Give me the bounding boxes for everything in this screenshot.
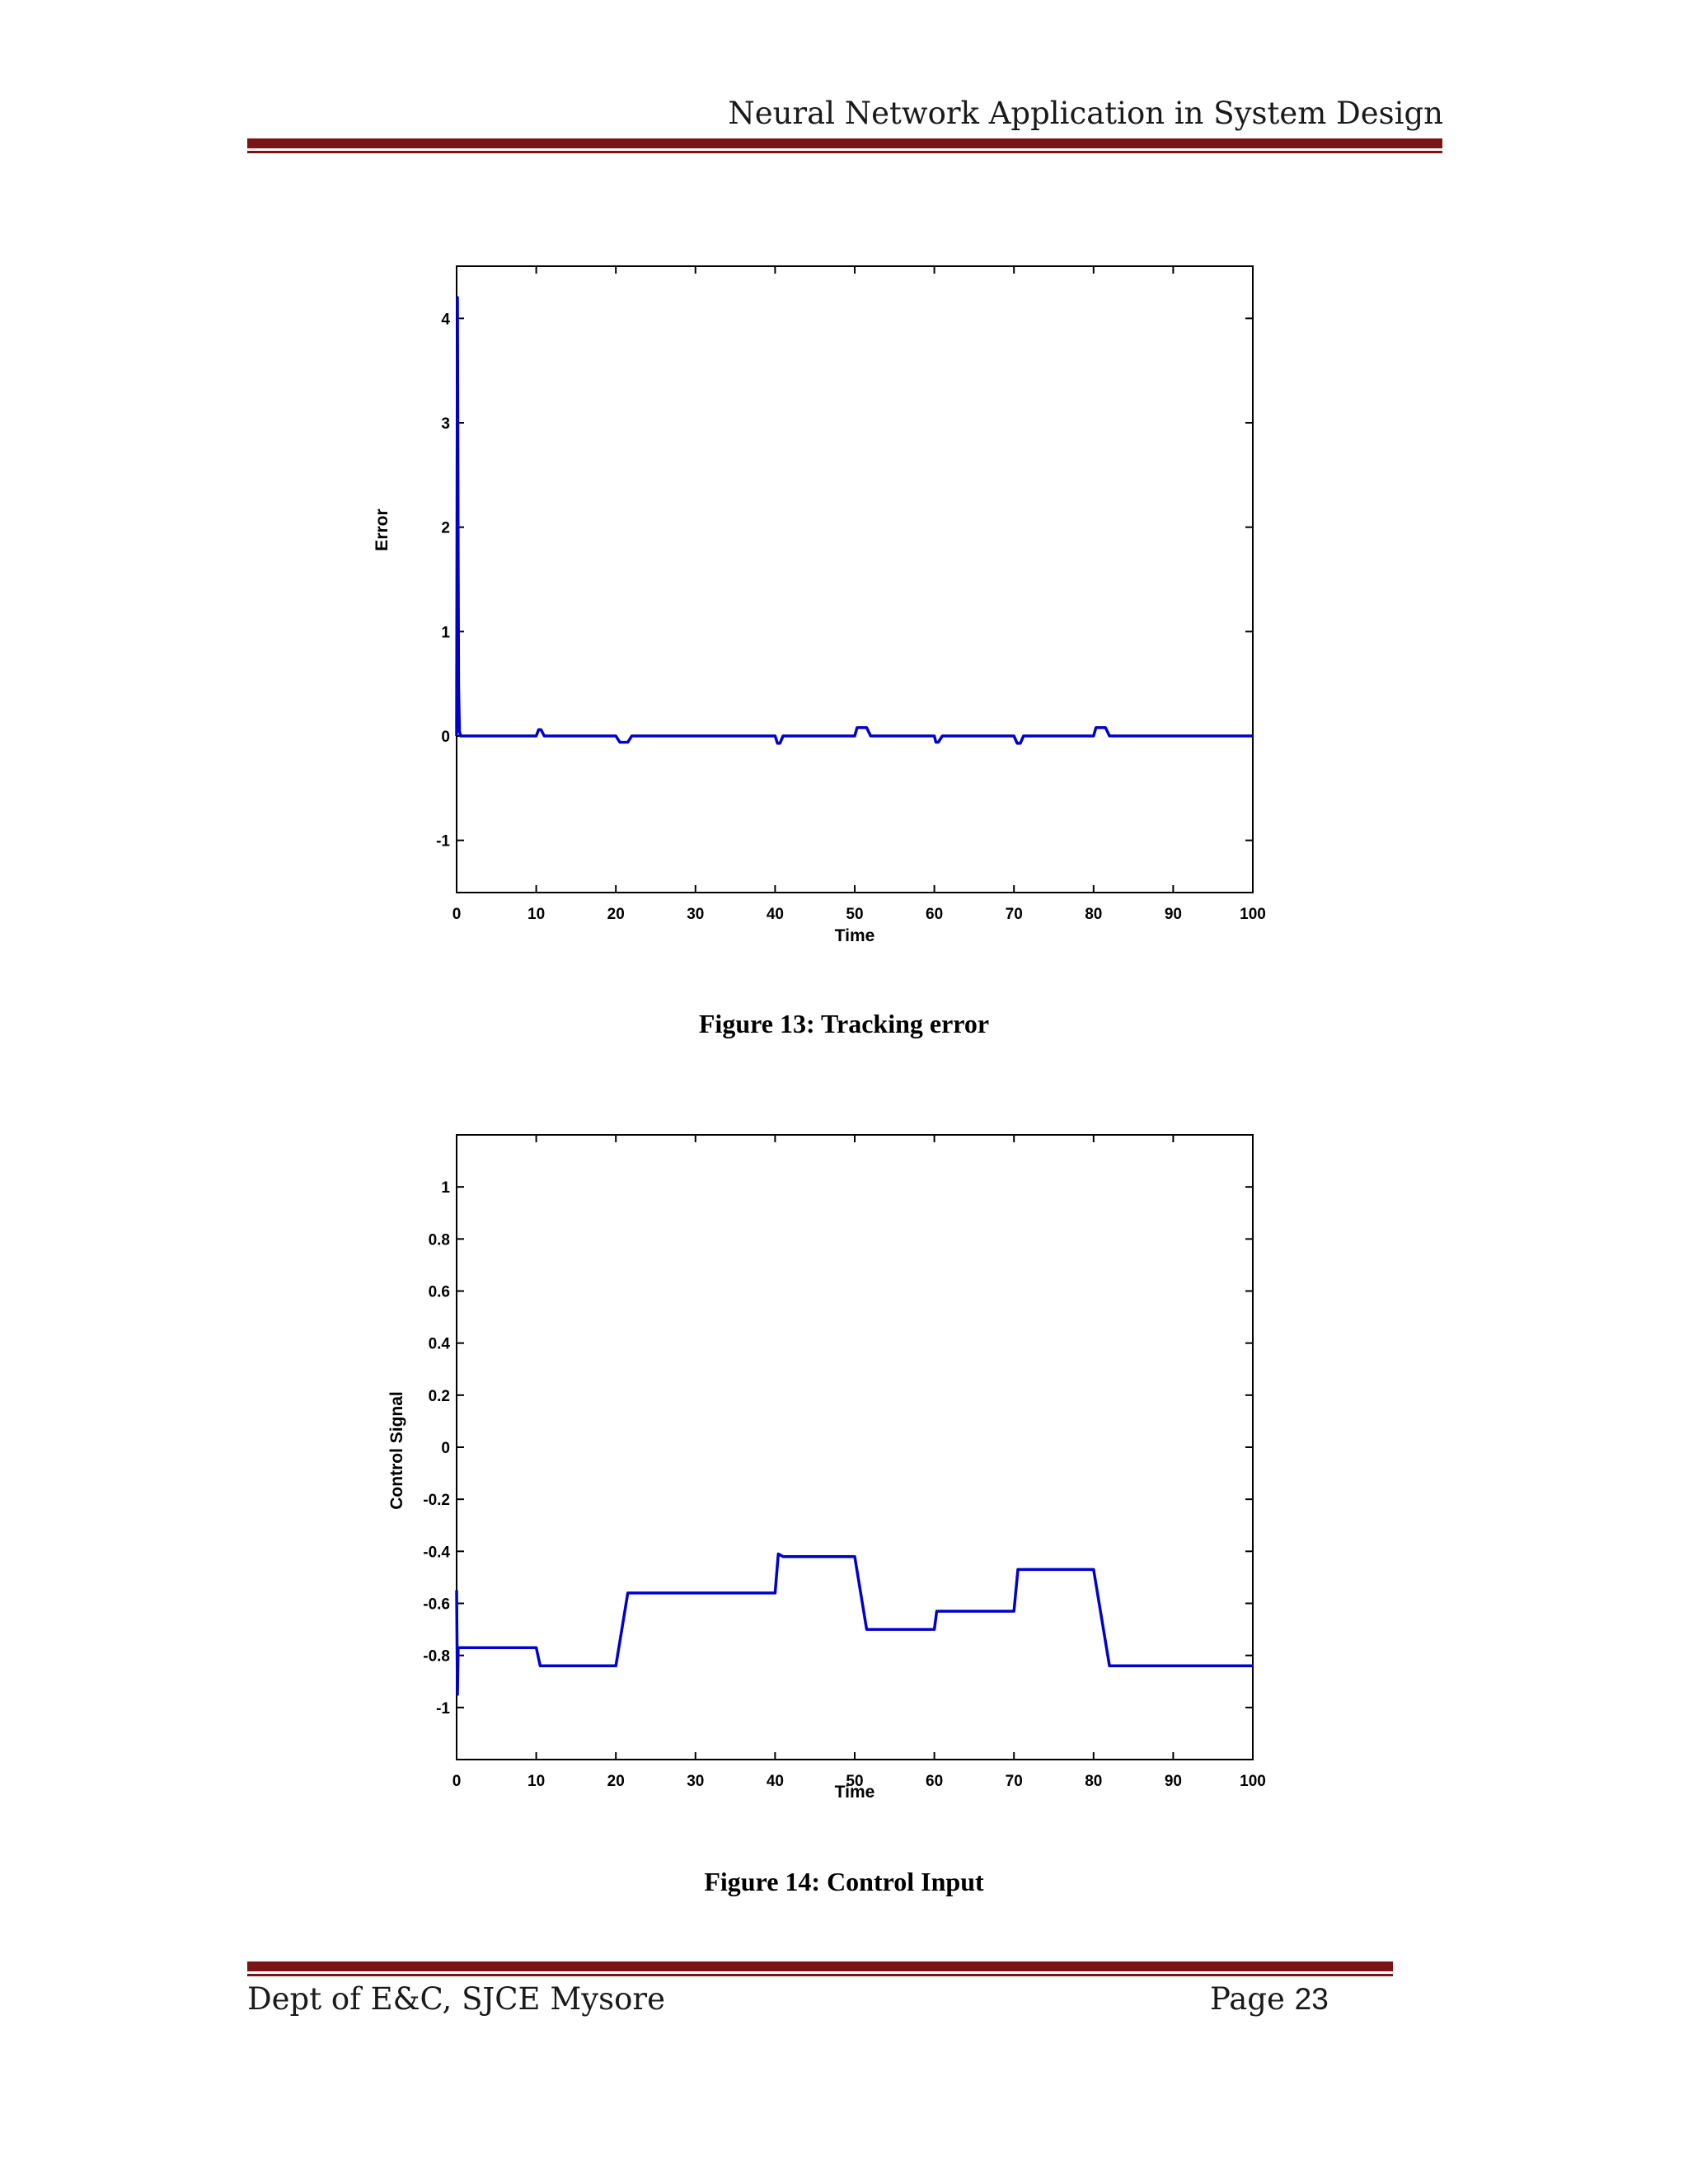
y-tick-label: 2 bbox=[441, 520, 450, 537]
y-tick-label: 0.8 bbox=[429, 1231, 450, 1249]
y-tick-label: -1 bbox=[436, 833, 450, 851]
figure-13-caption: Figure 13: Tracking error bbox=[698, 1009, 990, 1038]
x-tick-label: 100 bbox=[1240, 906, 1266, 923]
y-tick-label: 0.6 bbox=[429, 1284, 450, 1301]
tracking-error-chart: 0 10 20 30 40 50 60 70 80 90 100 -1 0 1 2 3 4 Time Error bbox=[373, 265, 1266, 945]
x-tick-label: 0 bbox=[452, 1773, 462, 1790]
y-tick-label: -1 bbox=[436, 1700, 450, 1718]
x-tick-label: 20 bbox=[607, 906, 625, 923]
x-tick-label: 20 bbox=[607, 1773, 625, 1790]
x-axis-label: Time bbox=[835, 1783, 875, 1802]
x-tick-label: 40 bbox=[767, 1773, 784, 1790]
x-tick-label: 0 bbox=[452, 906, 462, 923]
x-tick-label: 50 bbox=[846, 906, 863, 923]
x-tick-label: 70 bbox=[1006, 906, 1023, 923]
y-tick-label: -0.4 bbox=[423, 1544, 450, 1561]
footer-rule-thin bbox=[247, 1974, 1393, 1976]
x-tick-label: 60 bbox=[926, 1773, 943, 1790]
y-tick-label: -0.6 bbox=[423, 1596, 450, 1614]
x-tick-label: 60 bbox=[926, 906, 943, 923]
series-line bbox=[455, 1552, 1253, 1696]
y-tick-label: 1 bbox=[441, 624, 450, 641]
x-tick-label: 90 bbox=[1165, 906, 1182, 923]
x-tick-label: 80 bbox=[1085, 906, 1102, 923]
x-tick-label: 10 bbox=[528, 906, 545, 923]
x-tick-label: 30 bbox=[687, 1773, 704, 1790]
y-tick-label: 0.4 bbox=[429, 1336, 451, 1353]
y-tick-label: 3 bbox=[441, 415, 450, 433]
series-line bbox=[455, 296, 1253, 745]
x-tick-label: 80 bbox=[1085, 1773, 1102, 1790]
x-tick-label: 30 bbox=[687, 906, 704, 923]
header-rule-thin bbox=[247, 151, 1442, 153]
figure-14-caption: Figure 14: Control Input bbox=[704, 1867, 984, 1896]
x-tick-label: 10 bbox=[528, 1773, 545, 1790]
y-tick-label: -0.8 bbox=[423, 1648, 450, 1666]
running-header-title: Neural Network Application in System Des… bbox=[728, 96, 1443, 131]
y-tick-label: -0.2 bbox=[423, 1492, 450, 1509]
control-input-chart: 0 10 20 30 40 50 60 70 80 90 100 1 0.8 0.6 0.4 0.2 0 -0.2… bbox=[387, 1134, 1266, 1802]
y-tick-label: 0 bbox=[441, 1440, 450, 1457]
footer-department: Dept of E&C, SJCE Mysore bbox=[247, 1981, 665, 2017]
y-tick-label: 0 bbox=[441, 729, 450, 746]
x-tick-label: 40 bbox=[767, 906, 784, 923]
y-axis-label: Error bbox=[373, 509, 392, 551]
y-tick-label: 1 bbox=[441, 1179, 450, 1197]
footer-page: Page 23 bbox=[1210, 1981, 1329, 2017]
x-tick-label: 100 bbox=[1240, 1773, 1266, 1790]
x-tick-label: 50 bbox=[846, 1773, 863, 1790]
x-axis-label: Time bbox=[835, 926, 875, 945]
header-rule-thick bbox=[247, 138, 1442, 148]
footer-page-label: Page bbox=[1210, 1981, 1285, 2017]
x-tick-label: 70 bbox=[1006, 1773, 1023, 1790]
footer-page-number: 23 bbox=[1294, 1982, 1329, 2016]
footer-rule-thick bbox=[247, 1961, 1393, 1971]
y-tick-label: 4 bbox=[441, 311, 450, 328]
y-axis-label: Control Signal bbox=[387, 1391, 406, 1510]
x-tick-label: 90 bbox=[1165, 1773, 1182, 1790]
y-tick-label: 0.2 bbox=[429, 1388, 450, 1405]
